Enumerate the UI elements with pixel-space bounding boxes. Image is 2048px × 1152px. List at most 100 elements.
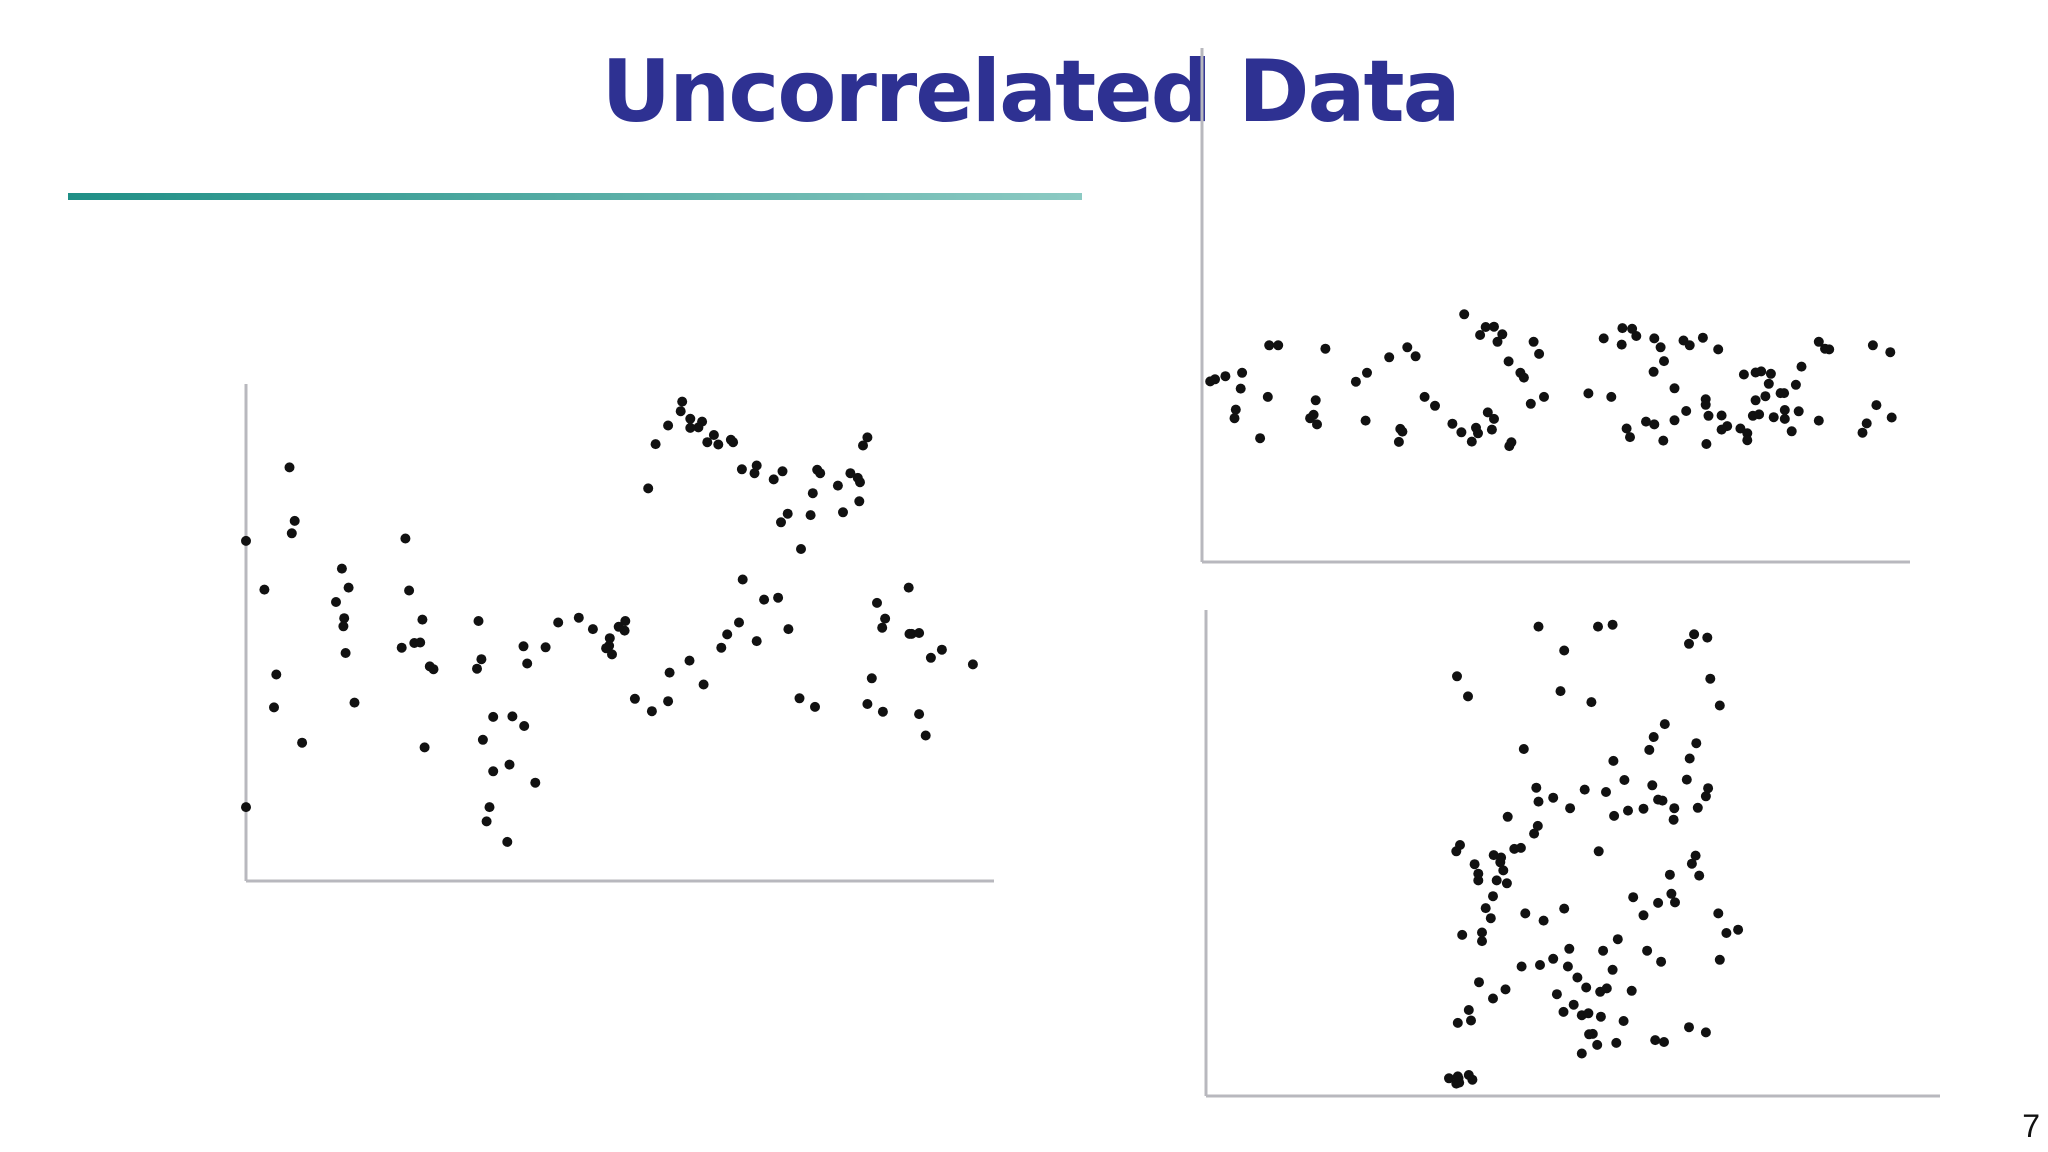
- scatter-point: [1473, 868, 1484, 879]
- scatter-point: [1655, 342, 1666, 353]
- scatter-point: [1606, 391, 1617, 402]
- scatter-point: [553, 617, 564, 628]
- scatter-point: [1562, 961, 1573, 972]
- scatter-point: [1497, 329, 1508, 340]
- scatter-point: [1397, 426, 1408, 437]
- scatter-point: [1684, 753, 1695, 764]
- scatter-point: [518, 641, 529, 652]
- scatter-point: [1393, 436, 1404, 447]
- scatter-point: [807, 488, 818, 499]
- scatter-point: [1475, 330, 1486, 340]
- scatter-point: [1520, 908, 1531, 919]
- scatter-point: [1555, 686, 1566, 697]
- scatter-point: [1714, 954, 1725, 965]
- scatter-point: [914, 628, 925, 638]
- scatter-point: [1690, 850, 1701, 861]
- scatter-point: [1653, 897, 1664, 908]
- scatter-point: [1576, 1048, 1587, 1059]
- scatter-point: [1598, 333, 1609, 344]
- scatter-point: [1793, 406, 1804, 417]
- scatter-point: [1650, 1035, 1661, 1046]
- scatter-point: [1489, 413, 1499, 424]
- scatter-point: [1593, 621, 1603, 632]
- scatter-point: [1518, 372, 1529, 383]
- scatter-point: [1658, 435, 1669, 446]
- scatter-point: [1320, 343, 1331, 354]
- scatter-point: [1496, 852, 1507, 863]
- scatter-points: [241, 396, 978, 847]
- scatter-point: [1742, 435, 1753, 446]
- scatter-point: [1760, 391, 1771, 402]
- scatter-point: [1681, 406, 1692, 416]
- scatter-point: [476, 654, 487, 665]
- scatter-point: [1648, 732, 1659, 742]
- scatter-point: [1402, 342, 1413, 353]
- scatter-point: [1586, 697, 1597, 708]
- scatter-point: [1638, 803, 1649, 814]
- scatter-point: [1485, 913, 1496, 924]
- scatter-point: [488, 766, 499, 777]
- scatter-point: [1471, 422, 1481, 433]
- scatter-point: [607, 649, 617, 660]
- scatter-point: [1619, 775, 1630, 785]
- scatter-point: [1255, 433, 1266, 444]
- scatter-point: [1684, 638, 1694, 649]
- scatter-point: [1583, 388, 1594, 399]
- scatter-point: [1410, 351, 1421, 362]
- scatter-point: [1509, 843, 1520, 854]
- scatter-point: [936, 644, 947, 655]
- scatter-point: [473, 616, 484, 626]
- scatter-point: [241, 802, 251, 813]
- scatter-point: [428, 664, 439, 675]
- scatter-point: [810, 701, 820, 712]
- scatter-point: [587, 624, 598, 635]
- scatter-point: [1220, 371, 1231, 382]
- scatter-point: [862, 432, 873, 443]
- scatter-point: [1525, 398, 1536, 409]
- scatter-point: [716, 642, 727, 653]
- scatter-point: [777, 466, 788, 477]
- scatter-point: [484, 802, 495, 813]
- scatter-point: [404, 585, 415, 596]
- scatter-point: [1607, 964, 1618, 975]
- scatter-point: [1579, 784, 1590, 795]
- scatter-point: [759, 594, 770, 605]
- scatter-point: [815, 468, 826, 479]
- scatter-point: [1532, 820, 1543, 831]
- scatter-point: [1466, 436, 1477, 447]
- scatter-point: [877, 622, 888, 633]
- scatter-point: [477, 734, 488, 745]
- scatter-point: [1498, 865, 1509, 876]
- scatter-point: [1871, 400, 1882, 411]
- scatter-point: [1657, 795, 1668, 806]
- scatter-point: [663, 420, 674, 431]
- scatter-point: [1593, 846, 1604, 857]
- scatter-point: [472, 663, 482, 674]
- scatter-point: [1733, 924, 1744, 935]
- scatter-point: [1466, 1015, 1476, 1026]
- scatter-point: [1581, 982, 1592, 993]
- scatter-point: [1623, 805, 1633, 816]
- scatter-point: [1480, 903, 1491, 914]
- scatter-point: [1463, 1005, 1474, 1015]
- scatter-point: [1205, 376, 1216, 387]
- scatter-point: [1779, 405, 1790, 415]
- scatter-point: [1477, 936, 1487, 947]
- scatter-point: [1612, 934, 1623, 945]
- scatter-point: [629, 693, 640, 704]
- scatter-point: [259, 584, 270, 595]
- scatter-point: [1820, 343, 1830, 354]
- scatter-point: [1488, 993, 1498, 1004]
- scatter-point: [1684, 340, 1695, 351]
- scatter-point: [734, 617, 744, 628]
- scatter-point: [1659, 1037, 1669, 1047]
- slide-title: Uncorrelated Data: [601, 42, 1460, 142]
- scatter-point: [1452, 1017, 1463, 1028]
- scatter-point: [1528, 336, 1539, 347]
- scatter-point: [832, 480, 843, 491]
- scatter-point: [713, 439, 724, 450]
- scatter-point: [1626, 985, 1637, 996]
- scatter-point: [1583, 1008, 1594, 1019]
- scatter-point: [1229, 413, 1240, 424]
- scatter-point: [1457, 929, 1468, 940]
